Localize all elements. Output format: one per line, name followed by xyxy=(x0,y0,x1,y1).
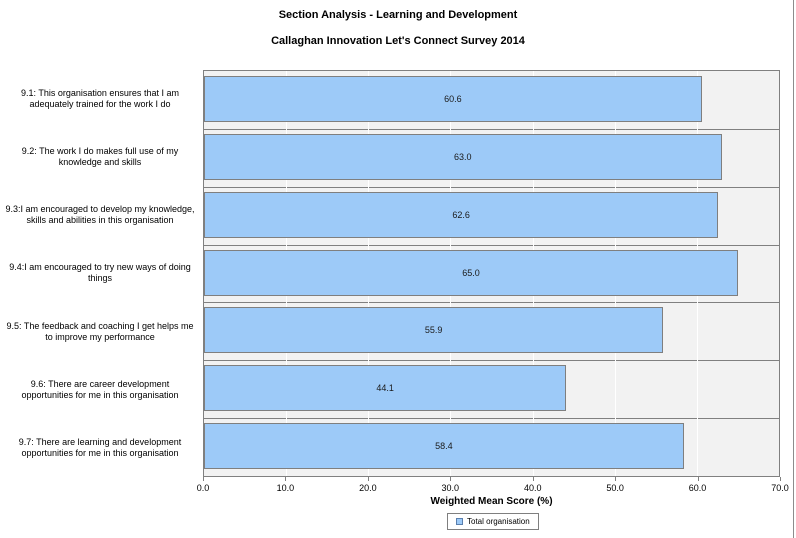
bar: 62.6 xyxy=(204,191,719,238)
category-label: 9.2: The work I do makes full use of my … xyxy=(21,146,179,168)
bar: 58.4 xyxy=(204,423,684,470)
x-axis-tick-label: 10.0 xyxy=(276,483,295,493)
x-axis-tick-label: 60.0 xyxy=(688,483,707,493)
bar-value-label: 44.1 xyxy=(376,383,394,394)
category-label: 9.7: There are learning and development … xyxy=(18,436,182,458)
x-axis-tick xyxy=(203,477,204,481)
row-separator-line xyxy=(204,244,779,246)
category-label: 9.3:I am encouraged to develop my knowle… xyxy=(5,204,195,226)
x-axis-tick-label: 30.0 xyxy=(441,483,460,493)
bar-value-label: 62.6 xyxy=(452,209,470,220)
x-axis-tick-label: 0.0 xyxy=(196,483,210,493)
bar-value-label: 55.9 xyxy=(424,325,443,336)
x-axis-tick xyxy=(367,477,369,481)
x-axis-tick-label: 70.0 xyxy=(771,483,789,493)
x-axis-tick-label: 50.0 xyxy=(606,483,624,493)
bar-value-label: 63.0 xyxy=(453,151,472,162)
chart-subtitle: Callaghan Innovation Let's Connect Surve… xyxy=(271,35,525,47)
bar: 65.0 xyxy=(204,249,738,296)
x-axis-tick xyxy=(697,477,699,481)
row-separator-line xyxy=(204,186,779,188)
category-label: 9.4:I am encouraged to try new ways of d… xyxy=(9,262,191,284)
category-label: 9.5: The feedback and coaching I get hel… xyxy=(6,320,194,342)
x-axis-tick xyxy=(780,477,781,481)
bar-value-label: 60.6 xyxy=(444,94,462,104)
legend[interactable]: Total organisation xyxy=(447,513,539,530)
x-axis-title: Weighted Mean Score (%) xyxy=(430,496,553,507)
category-label: 9.6: There are career development opport… xyxy=(21,378,179,400)
chart-title: Section Analysis - Learning and Developm… xyxy=(278,9,518,21)
category-axis-labels: 9.1: This organisation ensures that I am… xyxy=(2,70,198,477)
x-axis-tick-label: 20.0 xyxy=(359,483,377,493)
plot-area: 60.6 63.0 62.6 65.0 55.9 44.1 58.4 xyxy=(203,70,780,477)
bar: 55.9 xyxy=(204,307,664,354)
bar: 60.6 xyxy=(204,76,702,122)
category-label: 9.1: This organisation ensures that I am… xyxy=(21,88,179,110)
x-axis-tick xyxy=(450,477,452,481)
x-axis-tick xyxy=(285,477,287,481)
legend-swatch-icon xyxy=(456,518,463,525)
bar: 63.0 xyxy=(204,133,722,180)
row-separator-line xyxy=(204,302,779,304)
row-separator-line xyxy=(204,128,779,130)
bar: 44.1 xyxy=(204,365,567,412)
legend-item-label: Total organisation xyxy=(467,517,530,526)
window-edge-divider xyxy=(793,0,794,538)
bar-value-label: 65.0 xyxy=(462,267,480,278)
bar-value-label: 58.4 xyxy=(435,441,453,452)
row-separator-line xyxy=(204,360,779,362)
x-axis-tick xyxy=(615,477,617,481)
x-axis-tick-label: 40.0 xyxy=(523,483,542,493)
row-separator-line xyxy=(204,418,779,420)
x-axis-tick xyxy=(532,477,534,481)
